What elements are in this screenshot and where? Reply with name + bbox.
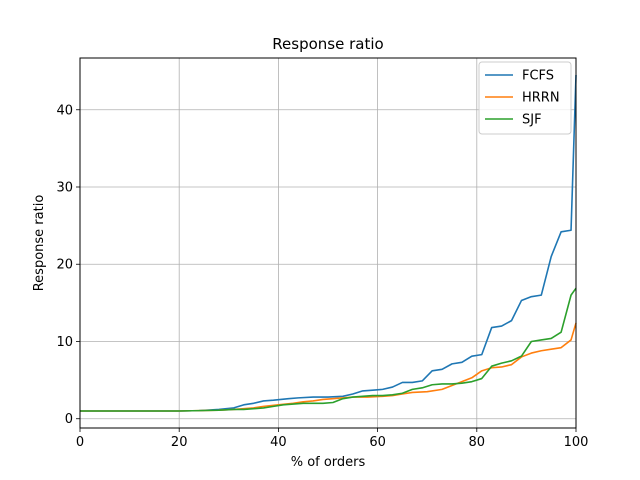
y-axis-label: Response ratio: [32, 195, 47, 292]
x-tick-label: 0: [76, 435, 84, 450]
x-tick-label: 100: [564, 435, 589, 450]
legend-label-sjf: SJF: [522, 113, 542, 128]
y-tick-label: 30: [56, 180, 73, 195]
legend-box: [478, 61, 572, 135]
legend: FCFS HRRN SJF: [478, 61, 572, 135]
y-tick-label: 20: [56, 258, 73, 273]
x-tick-label: 80: [469, 435, 486, 450]
x-tick-label: 20: [171, 435, 188, 450]
y-tick-label: 0: [65, 412, 73, 427]
series-line-sjf: [80, 287, 577, 412]
legend-label-hrrn: HRRN: [522, 91, 560, 106]
x-tick-label: 60: [369, 435, 386, 450]
y-tick-label: 10: [56, 335, 73, 350]
legend-label-fcfs: FCFS: [522, 69, 554, 84]
chart-title: Response ratio: [272, 35, 383, 53]
series-line-fcfs: [80, 74, 577, 412]
series-lines: [80, 74, 577, 412]
axis-ticks: 0 20 40 60 80 100 0 10 20 30 40: [56, 103, 588, 450]
x-axis-label: % of orders: [291, 455, 366, 470]
y-tick-label: 40: [56, 103, 73, 118]
plot-area-frame: [79, 57, 577, 429]
x-tick-label: 40: [270, 435, 287, 450]
